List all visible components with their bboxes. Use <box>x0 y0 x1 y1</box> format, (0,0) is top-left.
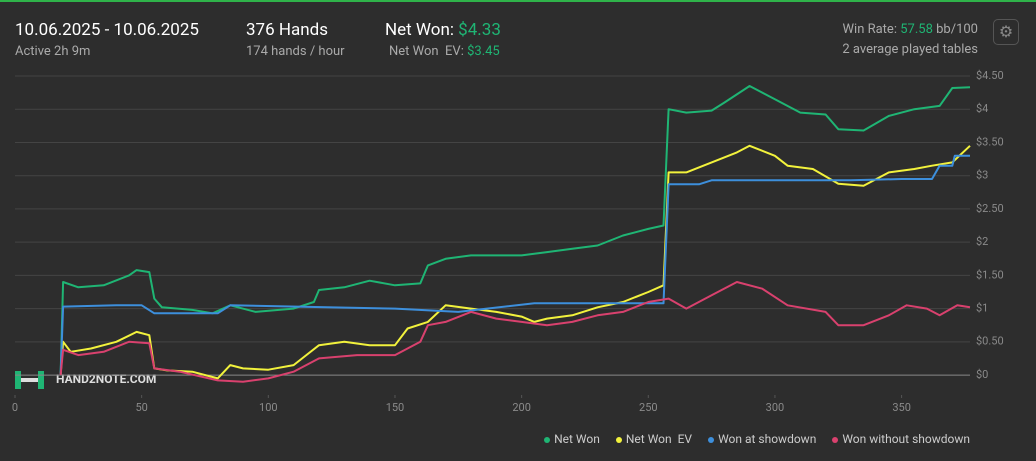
y-tick-label: $4 <box>976 102 988 115</box>
value: $4.33 <box>458 20 501 40</box>
legend-swatch <box>832 436 839 443</box>
label: Net Won: <box>385 20 454 40</box>
hands: 376 Hands <box>246 20 329 40</box>
x-tick-label: 250 <box>639 401 658 414</box>
legend-item[interactable]: Won without showdown <box>832 432 970 446</box>
unit: bb/100 <box>936 22 978 37</box>
active: Active 2h 9m <box>15 44 91 59</box>
x-tick-label: 150 <box>386 401 405 414</box>
legend-label: Net Won <box>554 432 600 446</box>
x-tick-label: 100 <box>259 401 278 414</box>
net-won-ev: Net Won EV: $3.45 <box>389 44 500 59</box>
logo-mark <box>21 378 38 382</box>
legend-item[interactable]: Net Won <box>544 432 600 446</box>
x-tick-label: 200 <box>512 401 531 414</box>
label: Net Won EV: <box>389 44 464 59</box>
settings-button[interactable]: ⚙ <box>993 19 1019 45</box>
net-won: Net Won: $4.33 <box>385 20 501 40</box>
y-tick-label: $0.50 <box>976 335 1004 348</box>
y-tick-label: $1.50 <box>976 268 1004 281</box>
chart: HAND2NOTE.COM $0 $0.50 $1 $1.50 $2 $2.50 $3 $3.… <box>12 69 1004 414</box>
x-tick-label: 50 <box>135 401 147 414</box>
label: Win Rate: <box>842 22 897 37</box>
logo: HAND2NOTE.COM <box>15 371 156 389</box>
y-tick-label: $4.50 <box>976 69 1004 82</box>
legend-swatch <box>615 436 622 443</box>
logo-mark <box>38 371 44 389</box>
legend-item[interactable]: Won at showdown <box>708 432 816 446</box>
watermark: HAND2NOTE.COM <box>56 372 156 386</box>
series-line <box>59 85 971 376</box>
win-rate: Win Rate: 57.58 bb/100 <box>843 22 979 37</box>
y-tick-label: $2.50 <box>976 202 1004 215</box>
legend: Net Won Net Won EV Won at showdown Won with… <box>544 432 970 446</box>
series-line <box>59 154 970 376</box>
logo-mark <box>15 371 21 389</box>
value: $3.45 <box>467 44 500 59</box>
y-tick-label: $3 <box>976 169 988 182</box>
y-tick-label: $1 <box>976 302 988 315</box>
legend-label: Won without showdown <box>842 432 970 446</box>
x-tick-label: 350 <box>892 401 911 414</box>
hands-per-hour: 174 hands / hour <box>246 44 345 59</box>
legend-item[interactable]: Net Won EV <box>615 432 693 446</box>
tables: 2 average played tables <box>842 42 978 57</box>
y-tick-label: $3.50 <box>976 135 1004 148</box>
date-range: 10.06.2025 - 10.06.2025 <box>15 20 199 40</box>
legend-swatch <box>544 436 551 443</box>
y-tick-label: $2 <box>976 235 988 248</box>
value: 57.58 <box>900 22 933 37</box>
legend-swatch <box>708 436 715 443</box>
legend-label: Net Won EV <box>625 432 693 446</box>
legend-label: Won at showdown <box>718 432 817 446</box>
x-tick-label: 300 <box>766 401 785 414</box>
y-tick-label: $0 <box>976 368 988 381</box>
x-tick-label: 0 <box>12 401 18 414</box>
series-line <box>59 281 971 383</box>
